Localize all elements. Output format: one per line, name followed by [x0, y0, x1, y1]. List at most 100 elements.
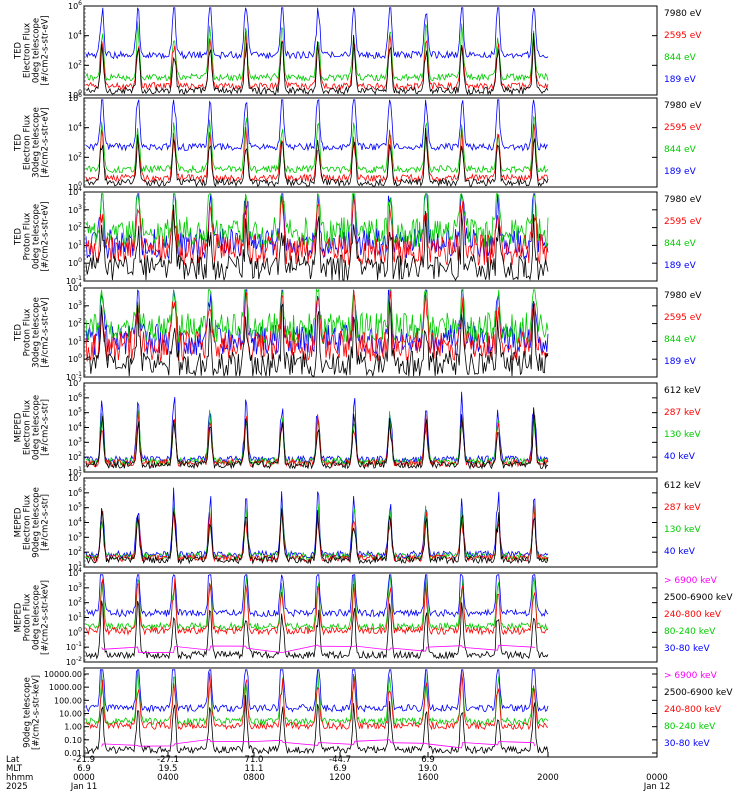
y-tick-label: 105: [68, 502, 82, 513]
y-tick-label: 100.00: [54, 696, 82, 705]
y-axis-label-line: Electron Flux: [23, 23, 33, 78]
legend-entry: 2595 eV: [664, 217, 702, 227]
legend-entry: 612 keV: [664, 481, 701, 491]
series-trace: [101, 644, 535, 654]
series-trace: [85, 192, 549, 249]
legend-entry: 80-240 keV: [664, 627, 716, 637]
y-tick-label: 10-2: [66, 656, 82, 667]
x-row-label: hhmm: [6, 773, 33, 783]
legend-entry: 287 keV: [664, 408, 701, 418]
y-axis-label-line: MEPED: [14, 412, 24, 442]
y-axis-label-line: 90deg telescope: [23, 677, 33, 748]
y-axis-label-line: [#/cm2-s-str-keV]: [41, 580, 51, 655]
series-trace: [85, 669, 549, 714]
panel-4: 10-1 100 101 102 103 104 TEDProton Flux30deg t…: [14, 282, 703, 382]
y-axis-label-line: MEPED: [14, 507, 24, 537]
y-tick-label: 10-1: [66, 275, 82, 286]
series-trace: [85, 127, 549, 188]
y-axis-label: TEDElectron Flux30deg telescope[#/cm2-s-…: [14, 107, 51, 178]
y-tick-label: 103: [68, 300, 82, 311]
series-trace: [85, 508, 549, 565]
series-trace: [85, 7, 549, 60]
y-axis-label-line: Proton Flux: [23, 309, 33, 357]
y-axis-label: MEPEDProton Flux0deg telescope[#/cm2-s-s…: [14, 580, 51, 655]
y-tick-label: 0.01: [64, 749, 82, 758]
legend-entry: 2500-6900 keV: [664, 688, 733, 698]
y-tick-label: 102: [68, 59, 82, 70]
y-tick-label: 10.00: [59, 710, 82, 719]
series-trace: [85, 695, 549, 755]
legend-entry: 40 keV: [664, 547, 696, 557]
y-axis-label-line: TED: [14, 41, 24, 60]
y-axis-label-line: TED: [14, 323, 24, 342]
y-axis-label-line: TED: [14, 133, 24, 152]
legend-entry: 30-80 keV: [664, 739, 710, 749]
y-axis-label-line: 0deg telescope: [32, 395, 42, 460]
lat-value: 71.0: [245, 755, 264, 765]
y-axis-label: 90deg telescope[#/cm2-s-str-keV]: [23, 675, 42, 750]
hhmm-value: 1600: [417, 773, 439, 783]
series-trace: [85, 99, 549, 152]
legend-entry: 7980 eV: [664, 9, 702, 19]
legend-entry: 7980 eV: [664, 101, 702, 111]
legend-entry: 189 eV: [664, 75, 697, 85]
series-trace: [85, 33, 549, 96]
series-trace: [85, 407, 549, 470]
y-tick-label: 102: [68, 546, 82, 557]
y-tick-label: 101: [68, 335, 82, 346]
legend-entry: 7980 eV: [664, 291, 702, 301]
lat-value: -44.7: [329, 755, 351, 765]
legend-entry: 189 eV: [664, 261, 697, 271]
y-axis-label-line: 30deg telescope: [32, 297, 42, 368]
legend-entry: 130 keV: [664, 430, 701, 440]
legend-entry: 2595 eV: [664, 123, 702, 133]
x-row-label: MLT: [6, 764, 23, 774]
y-tick-label: 10-1: [66, 641, 82, 652]
series-trace: [85, 574, 549, 618]
y-tick-label: 100: [68, 626, 82, 637]
y-axis-label-line: [#/cm2-s-str-eV]: [41, 107, 51, 177]
y-tick-label: 103: [68, 436, 82, 447]
y-axis-label-line: [#/cm2-s-str-eV]: [41, 201, 51, 271]
date-value: Jan 12: [643, 782, 671, 792]
panel-frame: [83, 97, 658, 188]
legend-entry: 189 eV: [664, 357, 697, 367]
y-axis-label-line: [#/cm2-s-str]: [41, 399, 51, 456]
mlt-value: 6.9: [333, 764, 347, 774]
y-tick-label: 106: [68, 0, 82, 11]
y-tick-label: 100: [68, 257, 82, 268]
y-tick-label: 1000.00: [49, 683, 82, 692]
y-tick-label: 10-1: [66, 371, 82, 382]
y-axis-label: MEPEDElectron Flux90deg telescope[#/cm2-…: [14, 487, 51, 558]
y-tick-label: 100: [68, 89, 82, 100]
legend-entry: > 6900 keV: [664, 576, 718, 586]
panel-7: 10-2 10-1 100 101 102 103 104 MEPEDProton Flux0…: [14, 567, 734, 667]
y-axis-label-line: Electron Flux: [23, 495, 33, 550]
y-axis-label: TEDElectron Flux0deg telescope[#/cm2-s-s…: [14, 15, 51, 85]
y-tick-label: 104: [68, 567, 82, 578]
panel-6: 101 102 103 104 105 106 107 MEPEDElectron Flux9…: [14, 472, 702, 572]
legend-entry: 844 eV: [664, 335, 697, 345]
y-tick-label: 106: [68, 392, 82, 403]
mlt-value: 19.0: [419, 764, 438, 774]
series-trace: [85, 115, 549, 175]
legend-entry: 2500-6900 keV: [664, 593, 733, 603]
y-axis-label-line: Proton Flux: [23, 594, 33, 642]
lat-value: -27.1: [157, 755, 179, 765]
hhmm-value: 2000: [537, 773, 559, 783]
y-axis-label-line: 30deg telescope: [32, 107, 42, 178]
series-trace: [85, 301, 549, 377]
lat-value: -21.9: [73, 755, 95, 765]
y-tick-label: 0.10: [64, 736, 82, 745]
legend-entry: > 6900 keV: [664, 671, 718, 681]
panel-frame: [83, 5, 658, 96]
y-axis-label-line: Electron Flux: [23, 115, 33, 170]
y-axis-label-line: 0deg telescope: [32, 204, 42, 269]
legend-entry: 40 keV: [664, 452, 696, 462]
y-tick-label: 104: [68, 282, 82, 293]
x-row-label: Lat: [6, 755, 20, 765]
legend-entry: 287 keV: [664, 503, 701, 513]
panel-frame: [83, 287, 658, 378]
panel-frame: [83, 667, 658, 758]
